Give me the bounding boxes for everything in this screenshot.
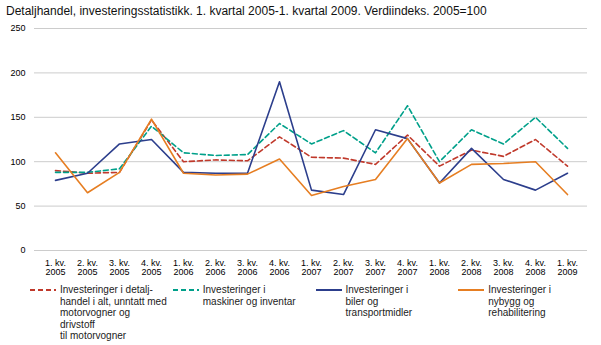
svg-text:2. kv.2008: 2. kv.2008 (461, 258, 482, 277)
svg-text:1. kv.2007: 1. kv.2007 (301, 258, 322, 277)
svg-text:3. kv.2008: 3. kv.2008 (493, 258, 514, 277)
svg-text:250: 250 (10, 24, 25, 34)
svg-text:4. kv.2006: 4. kv.2006 (269, 258, 290, 277)
svg-text:1. kv.2005: 1. kv.2005 (45, 258, 66, 277)
svg-text:1. kv.2009: 1. kv.2009 (557, 258, 578, 277)
svg-text:2. kv.2005: 2. kv.2005 (77, 258, 98, 277)
svg-text:3. kv.2005: 3. kv.2005 (109, 258, 130, 277)
html-text:Investeringer i nybygg og reha: Investeringer i nybygg og rehabilitering (488, 284, 552, 319)
svg-text:50: 50 (15, 201, 25, 211)
svg-text:2. kv.2007: 2. kv.2007 (333, 258, 354, 277)
svg-text:1. kv.2006: 1. kv.2006 (173, 258, 194, 277)
svg-text:3. kv.2007: 3. kv.2007 (365, 258, 386, 277)
svg-text:100: 100 (10, 157, 25, 167)
html-text:Investeringer i biler og trans: Investeringer i biler og transportmidler (345, 284, 413, 319)
svg-text:0: 0 (20, 246, 25, 256)
svg-text:4. kv.2005: 4. kv.2005 (141, 258, 162, 277)
svg-text:4. kv.2008: 4. kv.2008 (525, 258, 546, 277)
svg-text:150: 150 (10, 113, 25, 123)
svg-text:1. kv.2008: 1. kv.2008 (429, 258, 450, 277)
html-text:Detaljhandel, investeringsstat: Detaljhandel, investeringsstatistikk. 1.… (6, 4, 487, 18)
html-text:Investeringer i maskiner og in: Investeringer i maskiner og inventar (202, 284, 296, 307)
svg-text:3. kv.2006: 3. kv.2006 (237, 258, 258, 277)
svg-text:2. kv.2006: 2. kv.2006 (205, 258, 226, 277)
svg-text:4. kv.2007: 4. kv.2007 (397, 258, 418, 277)
svg-text:200: 200 (10, 68, 25, 78)
html-text:Investeringer i detalj- handel: Investeringer i detalj- handel i alt, un… (60, 284, 167, 342)
